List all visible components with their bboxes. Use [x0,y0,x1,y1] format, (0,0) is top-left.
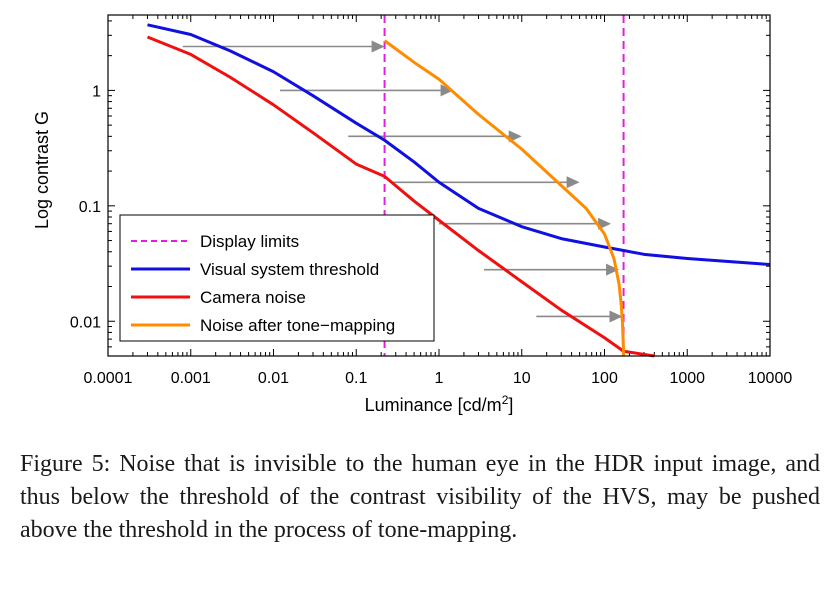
tick-labels: 0.0001 0.001 0.01 0.1 1 10 100 1000 10000 0.01 0.1… [70,83,792,387]
figure-caption: Figure 5: Noise that is invisible to the… [20,451,820,543]
y-tick-label: 0.1 [79,199,101,216]
legend-label-tone-mapped-noise: Noise after tone−mapping [200,316,395,335]
chart: 0.0001 0.001 0.01 0.1 1 10 100 1000 10000 0.01 0.1… [32,14,792,415]
x-tick-label: 10000 [748,370,793,387]
legend: Display limits Visual system threshold C… [119,214,435,342]
y-tick-label: 1 [92,83,101,100]
plot-frame [107,14,771,357]
x-tick-label: 0.1 [345,370,367,387]
y-tick-label: 0.01 [70,314,101,331]
legend-label-visual-threshold: Visual system threshold [200,260,379,279]
arrow-head [371,40,385,53]
arrow-head [508,130,522,143]
camera-noise-line [146,35,655,358]
arrow-head [609,310,623,323]
series-lines [146,15,771,358]
x-tick-label: 0.0001 [84,370,133,387]
arrow-head [606,263,620,276]
tone-mapped-noise-line [383,39,626,356]
x-axis-label: Luminance [cd/m2] [365,393,514,415]
x-tick-label: 10 [513,370,531,387]
x-tick-label: 100 [591,370,618,387]
legend-label-display-limits: Display limits [200,232,299,251]
legend-box [119,214,435,342]
x-tick-label: 1 [435,370,444,387]
arrow-head [566,176,580,189]
visual-threshold-line [147,23,771,267]
x-tick-label: 1000 [669,370,705,387]
arrow-head [440,84,454,97]
legend-label-camera-noise: Camera noise [200,288,306,307]
x-tick-label: 0.01 [258,370,289,387]
x-tick-label: 0.001 [171,370,211,387]
y-axis-label: Log contrast G [32,111,52,229]
arrow-head [598,217,612,230]
